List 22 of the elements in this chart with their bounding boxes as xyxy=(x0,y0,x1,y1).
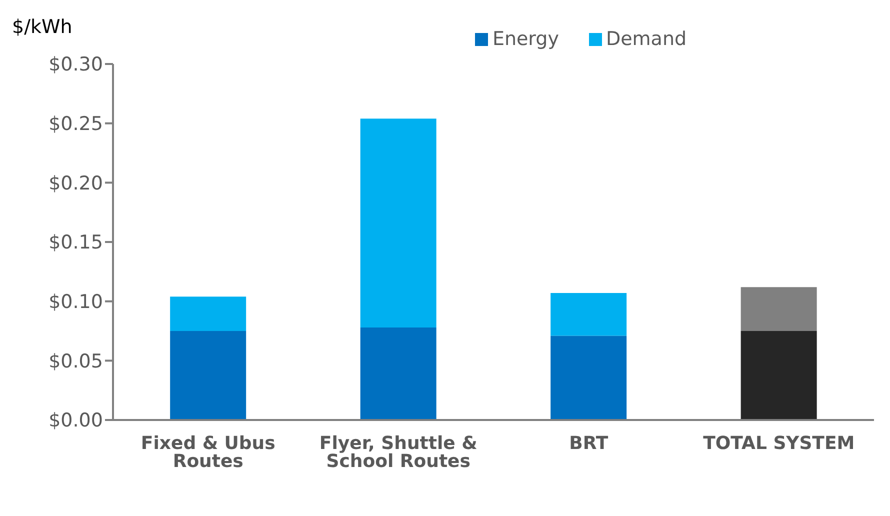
legend-label: Energy xyxy=(492,28,559,50)
x-tick-label: Flyer, Shuttle & School Routes xyxy=(319,432,478,472)
bar xyxy=(550,336,627,420)
y-tick-label: $0.25 xyxy=(48,113,103,136)
bar xyxy=(170,296,246,331)
y-tick-label: $0.10 xyxy=(48,291,103,314)
legend-label: Demand xyxy=(606,28,687,50)
bar xyxy=(360,118,436,328)
y-tick-label: $0.15 xyxy=(48,232,103,254)
bar xyxy=(360,327,436,420)
bar xyxy=(740,287,817,331)
x-tick-label: BRT xyxy=(569,432,609,454)
y-tick-label: $0.00 xyxy=(48,410,103,432)
y-tick-label: $0.20 xyxy=(48,172,103,194)
y-axis-title: $/kWh xyxy=(12,16,72,38)
bar xyxy=(740,331,817,420)
bar xyxy=(170,331,246,420)
x-tick-label: TOTAL SYSTEM xyxy=(703,432,855,454)
x-tick-label: Fixed & Ubus Routes xyxy=(140,432,276,472)
y-tick-label: $0.30 xyxy=(48,54,103,76)
bar xyxy=(550,293,627,336)
y-tick-label: $0.05 xyxy=(48,350,103,372)
